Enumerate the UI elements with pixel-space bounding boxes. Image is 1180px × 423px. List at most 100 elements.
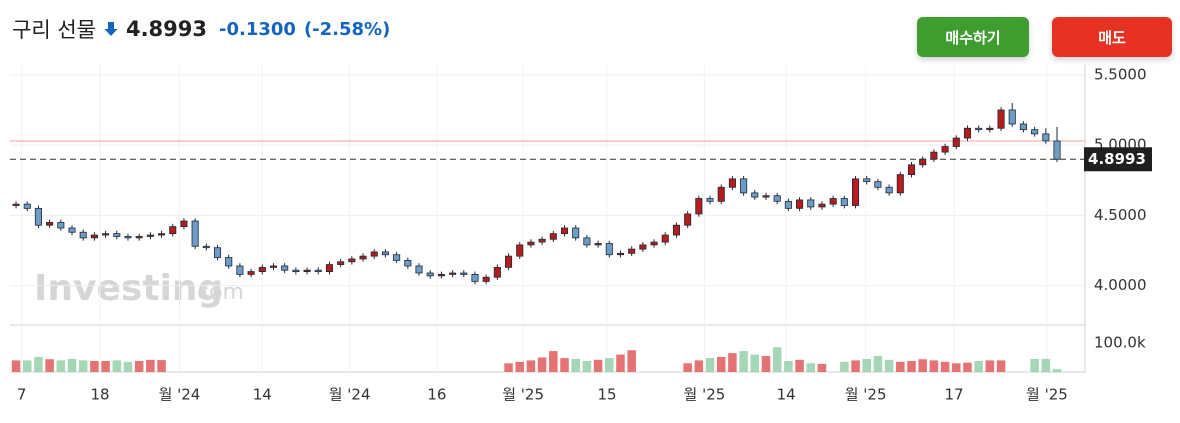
volume-bar bbox=[560, 358, 569, 372]
candle-body bbox=[258, 266, 266, 272]
volume-bar bbox=[873, 356, 883, 372]
candle-body bbox=[650, 241, 658, 246]
candle-body bbox=[527, 241, 535, 246]
x-tick-label: 14 bbox=[253, 386, 272, 404]
candle-body bbox=[314, 269, 322, 272]
candle-body bbox=[997, 109, 1005, 129]
volume-bar bbox=[134, 360, 144, 372]
x-tick-label: 월 '25 bbox=[845, 386, 887, 404]
candle-body bbox=[57, 222, 65, 229]
volume-bar bbox=[515, 361, 524, 372]
candle-body bbox=[236, 265, 244, 275]
x-tick-label: 월 '24 bbox=[329, 386, 371, 404]
volume-bar bbox=[963, 362, 972, 372]
candle-body bbox=[370, 251, 378, 257]
candle-body bbox=[158, 233, 166, 236]
candle-body bbox=[583, 237, 591, 246]
volume-bar bbox=[907, 360, 916, 372]
candle-body bbox=[202, 245, 210, 249]
candle-body bbox=[404, 259, 412, 267]
candle-body bbox=[740, 178, 748, 194]
volume-bar bbox=[952, 363, 961, 372]
candle-body bbox=[863, 178, 871, 183]
volume-bar bbox=[940, 361, 950, 372]
volume-bar bbox=[549, 351, 558, 372]
down-arrow bbox=[104, 22, 118, 36]
x-tick-label: 16 bbox=[427, 386, 446, 404]
volume-bar bbox=[840, 361, 849, 372]
candle-body bbox=[896, 174, 904, 194]
volume-bar bbox=[784, 360, 793, 372]
candle-body bbox=[146, 234, 154, 237]
volume-bar bbox=[157, 360, 166, 372]
volume-bar bbox=[56, 360, 66, 372]
candle-body bbox=[393, 254, 401, 261]
volume-bar bbox=[627, 350, 636, 372]
candle-body bbox=[516, 244, 524, 257]
candle-body bbox=[829, 198, 837, 205]
candle-body bbox=[941, 146, 949, 153]
candle-body bbox=[840, 198, 848, 206]
volume-bar bbox=[739, 351, 748, 372]
volume-bar bbox=[123, 361, 133, 372]
buy-button[interactable]: 매수하기 bbox=[917, 17, 1029, 57]
candle-body bbox=[493, 266, 501, 278]
candle-body bbox=[1019, 123, 1027, 131]
candle-body bbox=[874, 181, 882, 188]
sell-button[interactable]: 매도 bbox=[1052, 17, 1172, 57]
candle-body bbox=[337, 261, 345, 265]
candle-body bbox=[12, 203, 20, 206]
volume-bar bbox=[772, 347, 782, 372]
x-tick-label: 7 bbox=[17, 386, 27, 404]
volume-bar bbox=[918, 359, 927, 372]
candle-body bbox=[415, 265, 423, 274]
candle-body bbox=[68, 227, 76, 233]
volume-bar bbox=[45, 359, 54, 372]
candle-body bbox=[628, 248, 636, 254]
candle-body bbox=[1053, 140, 1061, 160]
candle-body bbox=[247, 271, 255, 275]
candle-body bbox=[180, 220, 188, 228]
candle-body bbox=[549, 233, 557, 240]
volume-bar bbox=[1041, 358, 1051, 372]
volume-bar bbox=[1030, 358, 1039, 372]
candle-body bbox=[169, 226, 177, 235]
candle-body bbox=[437, 274, 445, 277]
candle-body bbox=[572, 227, 580, 239]
candle-body bbox=[952, 137, 960, 147]
candle-body bbox=[102, 233, 110, 236]
volume-bar bbox=[571, 358, 580, 372]
candle-body bbox=[225, 257, 233, 267]
last-price-box bbox=[1084, 147, 1152, 172]
candle-body bbox=[381, 251, 389, 256]
candle-body bbox=[560, 227, 569, 235]
candle-body bbox=[46, 222, 54, 226]
candle-body bbox=[661, 234, 669, 243]
watermark: Investing bbox=[34, 268, 223, 309]
candle-body bbox=[986, 127, 994, 131]
candle-body bbox=[482, 276, 490, 282]
candle-body bbox=[963, 127, 972, 139]
candle-body bbox=[695, 198, 703, 215]
candle-body bbox=[919, 158, 927, 166]
volume-bar bbox=[761, 356, 771, 372]
candle-body bbox=[717, 186, 725, 202]
candle-body bbox=[281, 265, 289, 271]
x-tick-label: 월 '25 bbox=[684, 386, 726, 404]
volume-bar bbox=[728, 353, 737, 372]
volume-bar bbox=[884, 359, 894, 372]
candle-body bbox=[728, 178, 736, 188]
volume-bar bbox=[593, 359, 603, 372]
header: 구리 선물 4.8993 -0.1300 (-2.58%) bbox=[12, 14, 390, 44]
x-tick-label: 18 bbox=[90, 386, 109, 404]
volume-bar bbox=[526, 360, 536, 372]
instrument-name: 구리 선물 bbox=[12, 18, 96, 42]
candle-body bbox=[885, 186, 893, 194]
volume-bar bbox=[851, 360, 860, 372]
candle-body bbox=[23, 203, 31, 209]
watermark-suffix: .com bbox=[190, 280, 244, 305]
candle-body bbox=[1031, 129, 1039, 135]
candle-body bbox=[34, 207, 42, 226]
candle-body bbox=[751, 192, 759, 198]
